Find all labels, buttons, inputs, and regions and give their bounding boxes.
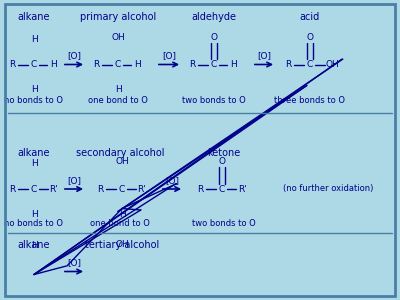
- Text: R': R': [238, 184, 246, 194]
- Text: R: R: [97, 184, 103, 194]
- Text: H: H: [31, 159, 37, 168]
- Text: R: R: [197, 184, 203, 194]
- Text: [O]: [O]: [257, 52, 271, 61]
- Text: alkane: alkane: [18, 239, 50, 250]
- Text: C: C: [211, 60, 217, 69]
- Text: [O]: [O]: [165, 176, 179, 185]
- Text: secondary alcohol: secondary alcohol: [76, 148, 164, 158]
- Text: aldehyde: aldehyde: [192, 11, 236, 22]
- Text: OH: OH: [325, 60, 339, 69]
- Text: H: H: [119, 210, 125, 219]
- Text: [O]: [O]: [67, 176, 81, 185]
- Text: H: H: [115, 85, 121, 94]
- Text: [O]: [O]: [162, 52, 176, 61]
- Text: H: H: [31, 242, 37, 250]
- Text: two bonds to O: two bonds to O: [182, 96, 246, 105]
- Text: alkane: alkane: [18, 148, 50, 158]
- Text: tertiary alcohol: tertiary alcohol: [85, 239, 159, 250]
- Text: H: H: [31, 85, 37, 94]
- Text: [O]: [O]: [67, 259, 81, 268]
- Text: O: O: [210, 33, 218, 42]
- Text: acid: acid: [300, 11, 320, 22]
- Text: no bonds to O: no bonds to O: [4, 219, 64, 228]
- Text: R: R: [9, 60, 15, 69]
- Text: OH: OH: [111, 33, 125, 42]
- Text: C: C: [31, 60, 37, 69]
- Text: O: O: [306, 33, 314, 42]
- Text: OH: OH: [115, 158, 129, 166]
- Text: R: R: [189, 60, 195, 69]
- Text: H: H: [31, 210, 37, 219]
- Text: (no further oxidation): (no further oxidation): [283, 184, 373, 194]
- Text: H: H: [230, 60, 236, 69]
- Text: C: C: [31, 184, 37, 194]
- Text: R': R': [50, 184, 58, 194]
- Text: C: C: [115, 60, 121, 69]
- Text: H: H: [134, 60, 140, 69]
- Text: alkane: alkane: [18, 11, 50, 22]
- Text: C: C: [219, 184, 225, 194]
- Text: [O]: [O]: [67, 52, 81, 61]
- Text: H: H: [50, 60, 56, 69]
- Text: O: O: [218, 158, 226, 166]
- Text: H: H: [31, 34, 37, 43]
- Text: R: R: [285, 60, 291, 69]
- Text: two bonds to O: two bonds to O: [192, 219, 256, 228]
- Text: ketone: ketone: [207, 148, 241, 158]
- Text: R: R: [93, 60, 99, 69]
- Text: OH: OH: [115, 240, 129, 249]
- Text: no bonds to O: no bonds to O: [4, 96, 64, 105]
- Text: C: C: [307, 60, 313, 69]
- Text: one bond to O: one bond to O: [90, 219, 150, 228]
- Text: one bond to O: one bond to O: [88, 96, 148, 105]
- Text: primary alcohol: primary alcohol: [80, 11, 156, 22]
- Text: R': R': [138, 184, 146, 194]
- Text: three bonds to O: three bonds to O: [274, 96, 346, 105]
- Text: C: C: [119, 184, 125, 194]
- Text: R: R: [9, 184, 15, 194]
